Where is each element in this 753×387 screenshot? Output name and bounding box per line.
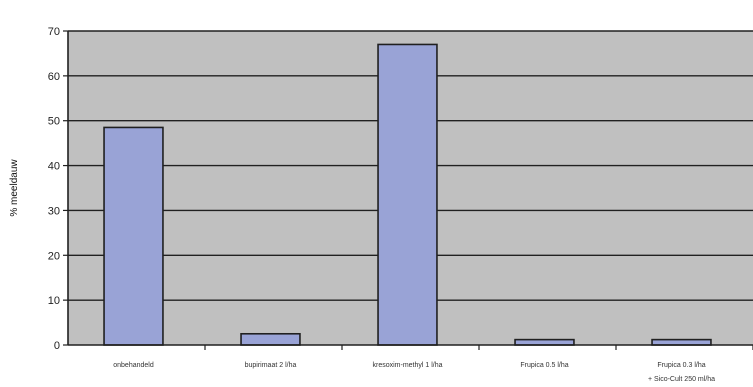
x-tick-label: Frupica 0.3 l/ha	[657, 362, 705, 369]
y-axis-label: % meeldauw	[9, 159, 20, 217]
bar	[377, 43, 438, 346]
y-tick-label: 0	[54, 340, 60, 352]
x-tick-label: Frupica 0.5 l/ha	[520, 362, 568, 369]
x-tick-labels: onbehandeld bupirimaat 2 l/ha kresoxim-met…	[113, 345, 753, 383]
y-tick-label: 60	[48, 71, 60, 83]
y-tick-labels: 0 10 20 30 40 50 60 70	[48, 26, 68, 352]
bar	[103, 126, 164, 346]
bar	[651, 338, 712, 346]
y-tick-label: 40	[48, 161, 60, 173]
y-tick-label: 10	[48, 295, 60, 307]
y-tick-label: 20	[48, 250, 60, 262]
x-tick-label: bupirimaat 2 l/ha	[245, 362, 297, 369]
y-tick-label: 50	[48, 116, 60, 128]
x-tick-sublabel: + Sico-Cult 250 ml/ha	[648, 376, 715, 383]
bars	[103, 43, 712, 346]
y-tick-label: 30	[48, 205, 60, 217]
y-tick-label: 70	[48, 26, 60, 38]
x-tick-label: onbehandeld	[113, 362, 154, 369]
x-tick-label: kresoxim-methyl 1 l/ha	[372, 362, 442, 369]
bar	[240, 332, 301, 346]
bar	[514, 338, 575, 346]
